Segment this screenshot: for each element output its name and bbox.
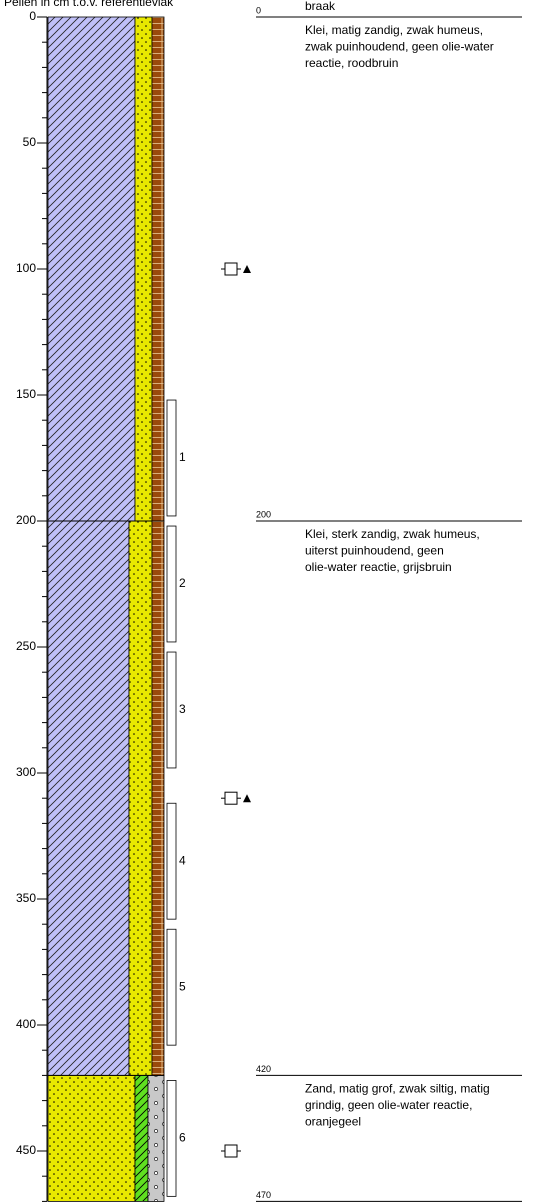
tick-label: 300 <box>16 765 36 779</box>
layer-description: reactie, roodbruin <box>305 56 398 70</box>
tick-label: 200 <box>16 513 36 527</box>
boundary-label: 200 <box>256 509 271 519</box>
header: Peilen in cm t.o.v. referentievlak <box>4 0 174 9</box>
sample-label: 2 <box>179 576 186 590</box>
layer-description: oranjegeel <box>305 1115 361 1129</box>
boundary-label: 420 <box>256 1064 271 1074</box>
soil-column <box>48 1075 135 1201</box>
boundary-label: 470 <box>256 1190 271 1200</box>
layer-description: olie-water reactie, grijsbruin <box>305 560 452 574</box>
soil-column <box>48 17 135 521</box>
sample-label: 4 <box>179 853 186 867</box>
sample-box <box>167 803 176 919</box>
soil-column <box>152 521 164 1075</box>
tick-label: 450 <box>16 1143 36 1157</box>
tick-label: 100 <box>16 261 36 275</box>
tick-label: 250 <box>16 639 36 653</box>
sample-label: 1 <box>179 450 186 464</box>
layer-description: Klei, sterk zandig, zwak humeus, <box>305 527 480 541</box>
soil-column <box>48 521 129 1075</box>
sample-box <box>167 652 176 768</box>
tick-label: 350 <box>16 891 36 905</box>
boundary-label: 0 <box>256 5 261 15</box>
layer-description: Zand, matig grof, zwak siltig, matig <box>305 1082 490 1096</box>
layer-description: uiterst puinhoudend, geen <box>305 544 444 558</box>
layer-description: Klei, matig zandig, zwak humeus, <box>305 23 483 37</box>
borehole-log: Peilen in cm t.o.v. referentievlak Klei,… <box>0 0 534 1203</box>
soil-column <box>135 17 152 521</box>
triangle-marker <box>243 265 251 273</box>
water-marker <box>225 792 237 804</box>
layer-description: zwak puinhoudend, geen olie-water <box>305 40 494 54</box>
sample-label: 5 <box>179 979 186 993</box>
sample-label: 3 <box>179 702 186 716</box>
sample-box <box>167 526 176 642</box>
soil-column <box>129 521 152 1075</box>
tick-label: 0 <box>29 9 36 23</box>
layer-description: grindig, geen olie-water reactie, <box>305 1098 472 1112</box>
soil-column <box>152 17 164 521</box>
surface-note: braak <box>305 0 336 13</box>
sample-box <box>167 400 176 516</box>
soil-column <box>148 1075 164 1201</box>
sample-label: 6 <box>179 1131 186 1145</box>
water-marker <box>225 263 237 275</box>
water-marker <box>225 1145 237 1157</box>
tick-label: 150 <box>16 387 36 401</box>
sample-box <box>167 1080 176 1196</box>
tick-label: 400 <box>16 1017 36 1031</box>
tick-label: 50 <box>23 135 37 149</box>
soil-column <box>135 1075 148 1201</box>
triangle-marker <box>243 794 251 802</box>
sample-box <box>167 929 176 1045</box>
